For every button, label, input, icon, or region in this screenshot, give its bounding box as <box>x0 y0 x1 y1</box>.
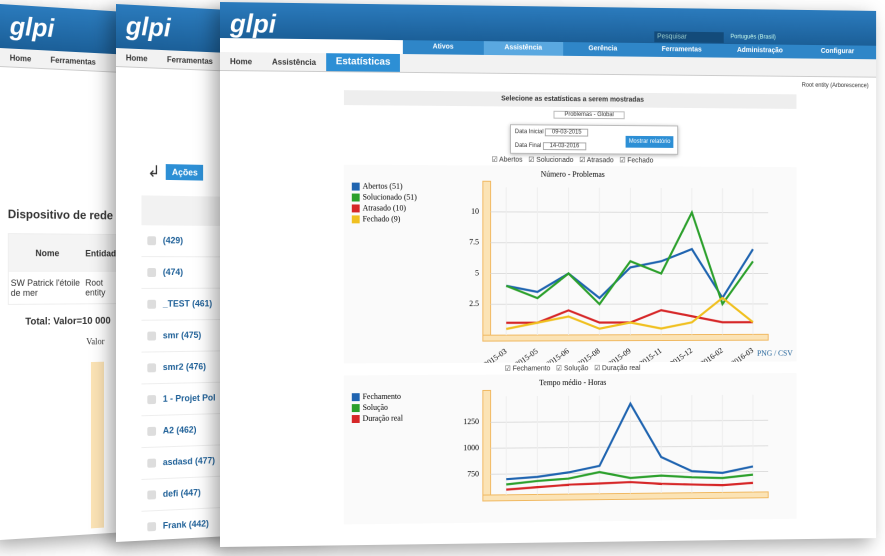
breadcrumb-item: Estatísticas <box>326 53 400 72</box>
legend-swatch <box>352 204 360 212</box>
date-input[interactable]: 14-03-2016 <box>543 142 586 150</box>
x-tick-label: 2015-05 <box>513 347 539 364</box>
date-form: Data Inicial 09-03-2015 Data Final 14-03… <box>510 124 678 155</box>
checkbox: Fechado <box>619 157 653 164</box>
x-tick-label: 2015-11 <box>638 346 664 363</box>
header: glpi Pesquisar Português (Brasil) <box>220 2 876 46</box>
x-tick-label: 2015-12 <box>668 346 694 363</box>
axis-plane <box>483 181 491 335</box>
header-cell: Nome <box>9 248 86 258</box>
cell: SW Patrick l'étoile de mer <box>11 278 86 298</box>
y-tick-label: 1250 <box>463 417 479 426</box>
menu-item[interactable]: Assistência <box>483 41 563 56</box>
legend-swatch <box>352 194 360 202</box>
breadcrumb-item: Ferramentas <box>157 54 222 66</box>
legend-label: Fechamento <box>363 392 401 401</box>
checkbox: Duração real <box>594 365 640 372</box>
axis-plane <box>483 390 491 495</box>
y-tick-label: 750 <box>467 469 479 478</box>
series-line <box>506 298 753 329</box>
chart-title: Número - Problemas <box>541 170 605 179</box>
y-tick-label: 10 <box>471 207 479 216</box>
legend-label: Atrasado (10) <box>363 203 407 212</box>
date-input[interactable]: 09-03-2015 <box>545 128 588 136</box>
floor-plane <box>483 334 768 341</box>
search-box[interactable]: Pesquisar <box>654 31 723 43</box>
series-line <box>506 481 753 490</box>
y-tick-label: 2.5 <box>469 299 479 308</box>
series-line <box>506 403 753 479</box>
grid-line <box>491 420 769 422</box>
y-tick-label: 7.5 <box>469 238 479 247</box>
menu-item[interactable]: Ferramentas <box>642 43 721 58</box>
checkbox: Solução <box>556 365 588 372</box>
y-tick-label: 1000 <box>463 443 479 452</box>
x-tick-label: 2016-03 <box>730 346 756 364</box>
chart-title: Tempo médio - Horas <box>539 378 606 387</box>
menu-item[interactable]: Administração <box>721 44 799 59</box>
legend-swatch <box>352 215 360 223</box>
grid-line <box>491 212 769 213</box>
logo: glpi <box>10 11 55 44</box>
x-tick-label: 2015-09 <box>607 346 633 363</box>
submit-button[interactable]: Mostrar relatório <box>626 136 673 148</box>
floor-plane <box>483 492 768 501</box>
axis-plane <box>91 362 104 529</box>
chart: Número - Problemas 2.5 5 7.5 10 2015-03 2015-0… <box>344 165 797 364</box>
breadcrumb-item: Assistência <box>262 57 326 67</box>
actions-button[interactable]: Ações <box>166 164 203 181</box>
x-tick-label: 2015-08 <box>576 346 602 363</box>
breadcrumb-item: Home <box>220 57 262 66</box>
breadcrumb-item: Home <box>0 53 41 64</box>
checkbox: Fechamento <box>505 365 551 372</box>
x-tick-label: 2016-02 <box>699 346 725 364</box>
chart: Tempo médio - Horas 750 1000 1250 Fechamento… <box>344 373 797 524</box>
checkbox: Solucionado <box>528 157 573 164</box>
menu-item[interactable]: Gerência <box>563 42 642 57</box>
checkbox: Abertos <box>492 157 523 164</box>
legend-label: Solução <box>363 403 388 412</box>
breadcrumb-item: Home <box>116 53 157 64</box>
arrow-icon: ↲ <box>147 162 160 182</box>
legend-label: Fechado (9) <box>363 214 401 223</box>
legend-swatch <box>352 415 360 423</box>
selector[interactable]: Problemas - Global <box>554 111 625 119</box>
grid-line <box>491 446 769 448</box>
menu-item[interactable]: Ativos <box>403 40 483 55</box>
legend-swatch <box>352 393 360 401</box>
logo: glpi <box>126 11 171 44</box>
x-tick-label: 2015-03 <box>482 347 508 364</box>
legend-label: Solucionado (51) <box>363 192 418 201</box>
language-link[interactable]: Português (Brasil) <box>730 34 775 40</box>
legend-swatch <box>352 183 360 191</box>
entity: Root entity (Arborescence) <box>220 77 869 89</box>
menu-item[interactable]: Configurar <box>799 45 876 59</box>
breadcrumb-item: Ferramentas <box>41 55 105 67</box>
checkbox: Atrasado <box>579 157 613 164</box>
checkbox-row: Abertos Solucionado Atrasado Fechado <box>359 155 783 165</box>
checkbox-row: Fechamento Solução Duração real <box>359 363 783 373</box>
logo: glpi <box>230 8 276 40</box>
front-window: glpi Pesquisar Português (Brasil) Ativos… <box>220 2 876 547</box>
series-line <box>506 212 753 304</box>
legend-label: Abertos (51) <box>363 181 403 190</box>
selector-title: Selecione as estatísticas a serem mostra… <box>344 90 797 109</box>
legend-label: Duração real <box>363 414 404 423</box>
y-tick-label: 5 <box>475 268 479 277</box>
date-label: Data Inicial <box>515 129 544 135</box>
legend-swatch <box>352 404 360 412</box>
export-link: PNG / CSV <box>757 349 793 358</box>
x-tick-label: 2015-06 <box>545 346 571 363</box>
date-label: Data Final <box>515 143 541 149</box>
